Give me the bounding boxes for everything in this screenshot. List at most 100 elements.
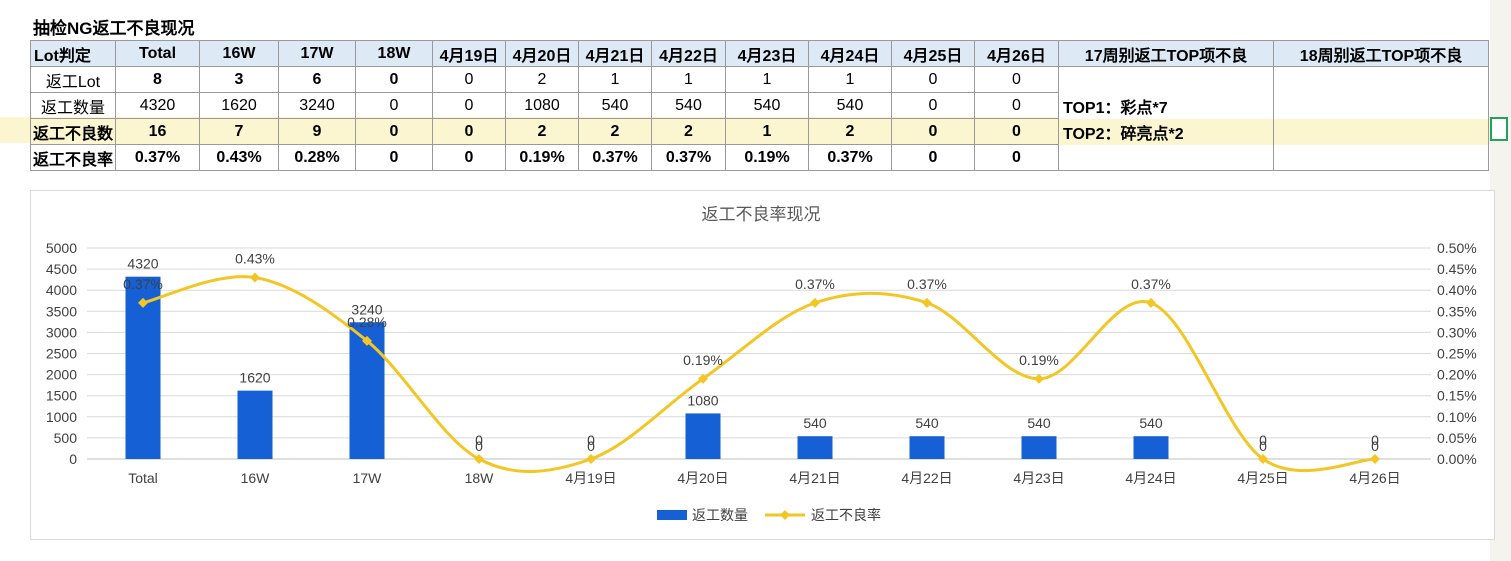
table-cell[interactable]: 540 (651, 92, 726, 119)
y-left-tick-label: 4000 (46, 282, 77, 298)
rate-line (141, 275, 1377, 474)
top18-cell[interactable] (1273, 144, 1489, 171)
y-left-tick-label: 0 (69, 451, 77, 467)
bar-data-label: 0 (1259, 438, 1267, 454)
bar-data-label: 1620 (239, 370, 270, 386)
y-right-tick-label: 0.15% (1437, 388, 1477, 404)
table-cell[interactable]: 540 (808, 92, 892, 119)
x-tick-label: 4月20日 (677, 470, 728, 486)
table-cell[interactable]: 8 (115, 66, 200, 93)
table-cell[interactable]: 0 (355, 144, 433, 171)
header-cell[interactable]: 4月22日 (651, 40, 726, 67)
table-cell[interactable]: 0.19% (725, 144, 809, 171)
row-label[interactable]: 返工不良率 (30, 144, 116, 171)
top17-item[interactable]: TOP1：彩点*7 (1058, 92, 1274, 119)
header-cell[interactable]: 4月20日 (505, 40, 579, 67)
table-cell[interactable]: 0 (432, 66, 506, 93)
x-tick-label: 4月26日 (1349, 470, 1400, 486)
table-cell[interactable]: 1 (725, 66, 809, 93)
header-cell[interactable]: 17周别返工TOP项不良 (1058, 40, 1274, 67)
table-cell[interactable]: 4320 (115, 92, 200, 119)
top18-cell[interactable] (1273, 92, 1489, 119)
table-cell[interactable]: 9 (278, 118, 356, 145)
table-cell[interactable]: 0 (355, 92, 433, 119)
header-cell[interactable]: 18W (355, 40, 433, 67)
table-cell[interactable]: 0 (974, 118, 1059, 145)
row-label[interactable]: 返工不良数 (30, 118, 116, 145)
line-point (1146, 297, 1156, 308)
table-cell[interactable]: 2 (651, 118, 726, 145)
table-cell[interactable]: 0 (974, 66, 1059, 93)
table-cell[interactable]: 2 (808, 118, 892, 145)
header-cell[interactable]: 17W (278, 40, 356, 67)
chart-area[interactable]: 返工不良率现况 0 0.00% 500 0.05% 1000 0.10% 1500 0.15% 2… (30, 190, 1495, 540)
table-cell[interactable]: 0 (891, 66, 975, 93)
table-cell[interactable]: 0.19% (505, 144, 579, 171)
table-cell[interactable]: 1 (651, 66, 726, 93)
bar (909, 436, 945, 459)
line-point (1258, 454, 1268, 464)
table-cell[interactable]: 540 (725, 92, 809, 119)
header-cell[interactable]: 4月21日 (578, 40, 652, 67)
header-cell[interactable]: 16W (199, 40, 279, 67)
top18-cell[interactable] (1273, 118, 1489, 145)
header-cell[interactable]: 4月25日 (891, 40, 975, 67)
table-cell[interactable]: 1 (578, 66, 652, 93)
table-cell[interactable]: 0.37% (651, 144, 726, 171)
chart-title: 返工不良率现况 (702, 205, 821, 224)
table-cell[interactable]: 0.37% (578, 144, 652, 171)
header-cell[interactable]: 18周别返工TOP项不良 (1273, 40, 1489, 67)
table-cell[interactable]: 0 (355, 118, 433, 145)
y-right-tick-label: 0.05% (1437, 430, 1477, 446)
table-cell[interactable]: 0.37% (808, 144, 892, 171)
header-cell[interactable]: 4月23日 (725, 40, 809, 67)
header-cell[interactable]: 4月26日 (974, 40, 1059, 67)
table-cell[interactable]: 2 (505, 66, 579, 93)
table-cell[interactable]: 0 (974, 92, 1059, 119)
table-cell[interactable]: 0.43% (199, 144, 279, 171)
line-data-label: 0 (1371, 432, 1379, 448)
table-cell[interactable]: 0 (432, 144, 506, 171)
x-tick-label: 16W (241, 470, 271, 486)
table-cell[interactable]: 0 (974, 144, 1059, 171)
top17-cell[interactable] (1058, 144, 1274, 171)
top18-cell[interactable] (1273, 66, 1489, 93)
table-cell[interactable]: 1 (808, 66, 892, 93)
table-cell[interactable]: 7 (199, 118, 279, 145)
header-cell[interactable]: Total (115, 40, 200, 67)
header-cell[interactable]: 4月19日 (432, 40, 506, 67)
table-cell[interactable]: 2 (578, 118, 652, 145)
top17-cell[interactable] (1058, 66, 1274, 93)
y-right-tick-label: 0.25% (1437, 346, 1477, 362)
header-cell[interactable]: Lot判定 (30, 40, 116, 67)
row-label[interactable]: 返工Lot (30, 66, 116, 93)
table-cell[interactable]: 540 (578, 92, 652, 119)
selected-cell-cursor[interactable] (1490, 117, 1508, 141)
table-cell[interactable]: 0.37% (115, 144, 200, 171)
table-cell[interactable]: 1 (725, 118, 809, 145)
table-cell[interactable]: 0 (891, 118, 975, 145)
table-row: 返工Lot 8 3 6 0 0 2 1 1 1 1 0 0 (30, 66, 1489, 93)
table-cell[interactable]: 0 (891, 144, 975, 171)
y-right-tick-label: 0.10% (1437, 409, 1477, 425)
table-cell[interactable]: 6 (278, 66, 356, 93)
line-point (474, 454, 484, 464)
table-cell[interactable]: 0 (355, 66, 433, 93)
legend-line-marker (780, 510, 790, 520)
row-label[interactable]: 返工数量 (30, 92, 116, 119)
table-cell[interactable]: 1080 (505, 92, 579, 119)
header-cell[interactable]: 4月24日 (808, 40, 892, 67)
line-data-label: 0.37% (795, 276, 835, 292)
table-cell[interactable]: 16 (115, 118, 200, 145)
table-cell[interactable]: 0 (891, 92, 975, 119)
table-cell[interactable]: 1620 (199, 92, 279, 119)
table-cell[interactable]: 0.28% (278, 144, 356, 171)
table-cell[interactable]: 0 (432, 118, 506, 145)
top17-item[interactable]: TOP2：碎亮点*2 (1058, 118, 1274, 145)
table-cell[interactable]: 2 (505, 118, 579, 145)
x-tick-label: 4月24日 (1125, 470, 1176, 486)
table-cell[interactable]: 3240 (278, 92, 356, 119)
table-cell[interactable]: 0 (432, 92, 506, 119)
table-cell[interactable]: 3 (199, 66, 279, 93)
x-tick-label: 4月23日 (1013, 470, 1064, 486)
